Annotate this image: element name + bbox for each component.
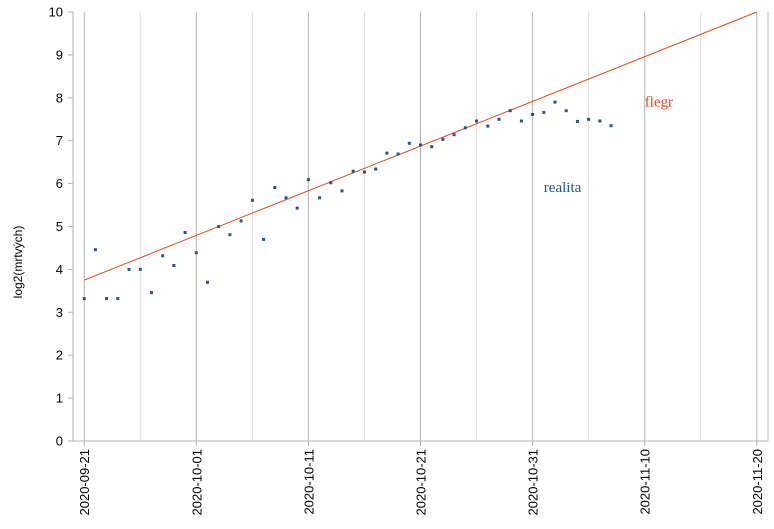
y-tick-label: 1 (56, 391, 63, 406)
data-point-realita (519, 119, 523, 123)
data-point-realita (82, 297, 86, 301)
x-tick-label: 2020-11-10 (638, 449, 653, 515)
data-point-realita (441, 137, 445, 141)
series-points (82, 100, 613, 301)
grid-lines (83, 12, 758, 441)
data-point-realita (116, 297, 120, 301)
annotations: flegr realita (544, 94, 673, 196)
data-point-realita (363, 170, 366, 174)
data-point-realita (194, 251, 198, 255)
y-tick-label: 7 (56, 133, 63, 148)
x-tick-label: 2020-10-11 (301, 449, 316, 515)
data-point-realita (228, 233, 232, 237)
data-point-realita (475, 119, 478, 123)
data-point-realita (486, 124, 490, 128)
data-point-realita (351, 169, 355, 173)
data-point-realita (463, 126, 467, 130)
x-tick-label: 2020-10-01 (189, 449, 204, 516)
data-point-realita (609, 124, 613, 128)
data-point-realita (385, 151, 389, 155)
y-tick-label: 8 (56, 90, 63, 105)
data-point-realita (250, 198, 254, 202)
data-point-realita (284, 196, 288, 200)
y-tick-label: 3 (56, 305, 63, 320)
data-point-realita (407, 141, 411, 145)
data-point-realita (206, 280, 209, 284)
data-point-realita (508, 109, 512, 113)
y-tick-label: 6 (56, 176, 63, 191)
data-point-realita (127, 267, 131, 271)
data-point-realita (105, 297, 109, 301)
y-axis-title: log2(mrtvých) (11, 226, 25, 299)
x-tick-label: 2020-11-20 (750, 449, 765, 515)
data-point-realita (161, 254, 165, 258)
data-point-realita (340, 189, 344, 193)
y-tick-label: 0 (56, 434, 63, 449)
data-point-realita (564, 109, 568, 113)
series-label-realita: realita (544, 180, 582, 196)
data-point-realita (262, 237, 266, 241)
y-tick-label: 2 (56, 348, 63, 363)
data-point-realita (553, 100, 557, 104)
data-point-realita (531, 113, 535, 116)
data-point-realita (273, 186, 277, 189)
data-point-realita (183, 231, 187, 234)
y-tick-label: 4 (56, 262, 63, 277)
x-tick-label: 2020-10-31 (526, 449, 541, 516)
data-point-realita (587, 117, 591, 121)
data-point-realita (295, 206, 299, 210)
data-point-realita (542, 110, 546, 114)
data-point-realita (172, 264, 176, 267)
x-tick-label: 2020-09-21 (77, 449, 92, 516)
data-point-realita (93, 248, 97, 252)
y-tick-label: 10 (49, 5, 63, 20)
data-point-realita (396, 152, 400, 156)
data-point-realita (318, 196, 322, 200)
data-point-realita (430, 145, 434, 149)
data-point-realita (374, 167, 378, 171)
x-tick-label: 2020-10-21 (414, 449, 429, 516)
y-tick-label: 9 (56, 47, 63, 62)
data-point-realita (150, 291, 153, 295)
data-point-realita (497, 117, 501, 121)
data-point-realita (217, 225, 221, 228)
y-tick-label: 5 (56, 219, 63, 234)
series-label-flegr: flegr (645, 94, 673, 110)
y-axis-ticks: 0 1 2 3 4 5 6 7 8 9 10 (49, 5, 73, 449)
data-point-realita (452, 133, 456, 137)
data-point-realita (329, 181, 333, 185)
data-point-realita (239, 219, 243, 223)
data-point-realita (575, 119, 579, 123)
data-point-realita (598, 119, 602, 123)
data-point-realita (138, 267, 142, 271)
data-point-realita (306, 178, 310, 182)
data-point-realita (419, 143, 422, 147)
x-axis-ticks: 2020-09-21 2020-10-01 2020-10-11 2020-10-21… (77, 441, 765, 516)
